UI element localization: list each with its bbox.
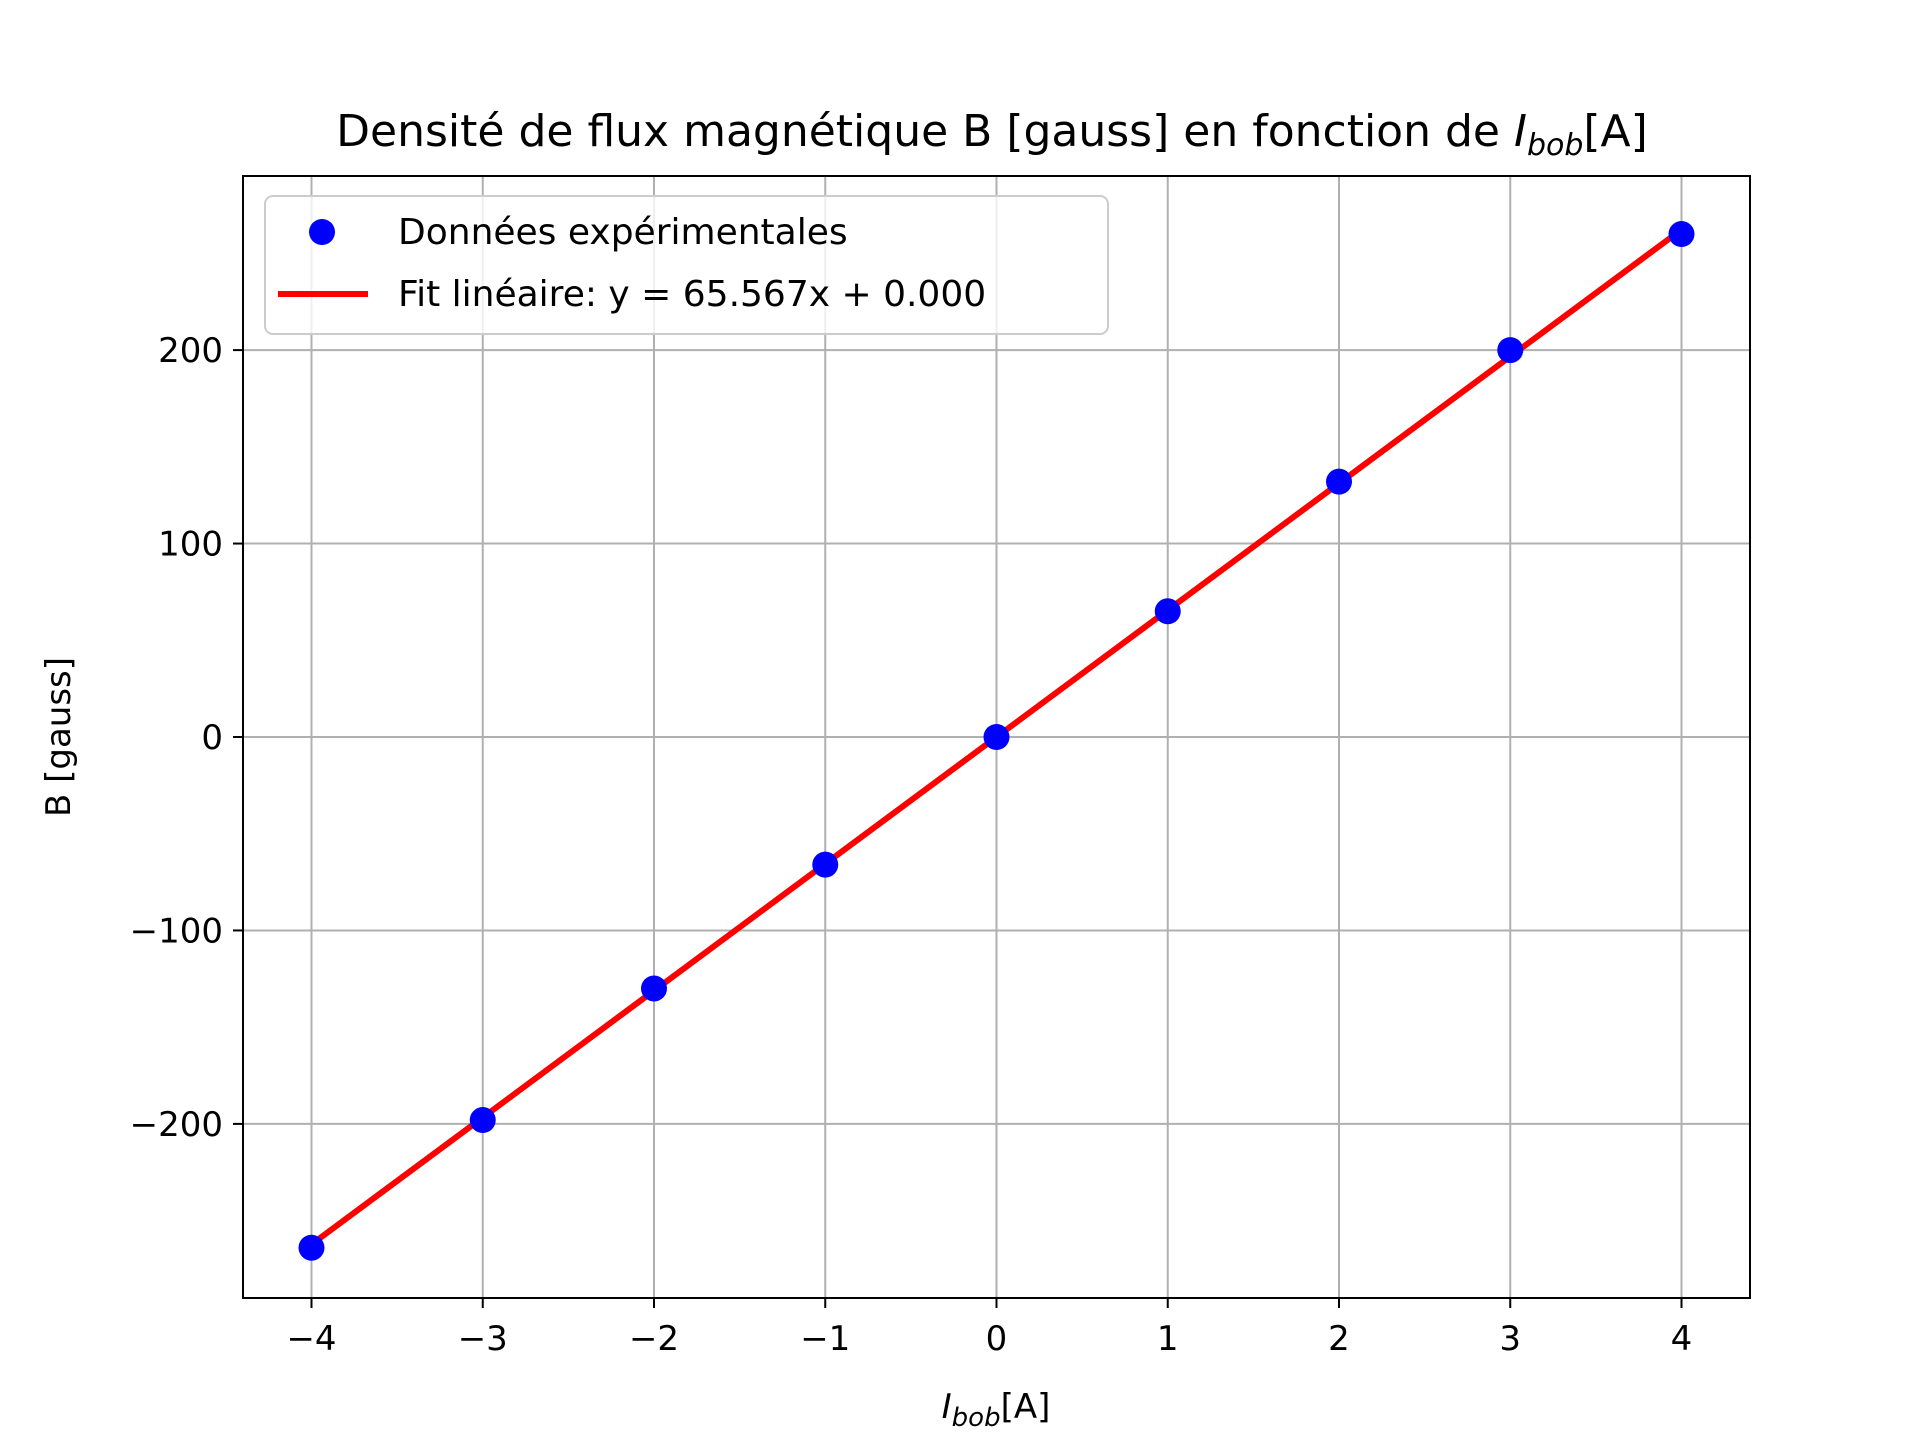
legend-marker-scatter: [309, 219, 335, 245]
x-tick-label: 1: [1157, 1319, 1179, 1359]
x-tick-label: 4: [1671, 1319, 1693, 1359]
x-tick-label: 2: [1328, 1319, 1350, 1359]
y-tick-label: 200: [158, 331, 223, 371]
y-tick-label: 0: [201, 718, 223, 758]
chart-title-main: Densité de flux magnétique B [gauss] en …: [336, 106, 1514, 157]
x-axis-label: Ibob[A]: [942, 1387, 1051, 1433]
data-point: [1326, 468, 1352, 495]
data-point: [1497, 337, 1524, 364]
legend-label-scatter: Données expérimentales: [398, 212, 848, 253]
x-tick-label: 0: [986, 1319, 1008, 1359]
x-tick-label: −3: [458, 1319, 508, 1359]
x-axis-label-var: I: [942, 1387, 952, 1427]
x-tick-label: −1: [800, 1319, 850, 1359]
chart-title-var: I: [1514, 106, 1527, 157]
y-tick-label: −200: [130, 1105, 223, 1145]
y-axis-ticks: −200 −100 0 100 200: [130, 331, 243, 1145]
legend: Données expérimentales Fit linéaire: y =…: [264, 195, 1109, 335]
x-axis-ticks: −4 −3 −2 −1 0 1 2 3 4: [286, 1298, 1692, 1359]
chart-title-unit: [A]: [1583, 106, 1647, 157]
data-point: [641, 975, 667, 1002]
data-points-layer: [298, 221, 1695, 1261]
x-tick-label: −4: [286, 1319, 336, 1359]
data-point: [812, 851, 839, 878]
chart-title-sub: bob: [1527, 128, 1583, 163]
y-tick-label: 100: [158, 525, 223, 565]
legend-label-line: Fit linéaire: y = 65.567x + 0.000: [398, 274, 986, 315]
x-tick-label: 3: [1499, 1319, 1521, 1359]
y-tick-label: −100: [130, 911, 223, 951]
data-point: [1154, 598, 1181, 625]
data-point: [1668, 221, 1695, 248]
legend-box: [264, 195, 1109, 335]
y-axis-label: B [gauss]: [39, 657, 79, 817]
chart-title: Densité de flux magnétique B [gauss] en …: [336, 106, 1648, 163]
data-point: [983, 724, 1010, 750]
x-axis-label-sub: bob: [952, 1403, 1001, 1433]
data-point: [298, 1234, 325, 1261]
x-axis-label-unit: [A]: [1001, 1387, 1051, 1427]
x-tick-label: −2: [629, 1319, 679, 1359]
data-point: [469, 1107, 496, 1134]
